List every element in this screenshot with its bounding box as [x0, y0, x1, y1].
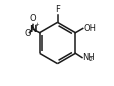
Text: OH: OH [82, 24, 95, 33]
Text: N: N [28, 25, 36, 34]
Text: +: + [34, 22, 39, 27]
Text: F: F [55, 5, 59, 14]
Text: O: O [30, 14, 36, 23]
Text: NH: NH [82, 53, 94, 62]
Text: 2: 2 [87, 57, 91, 62]
Text: -: - [30, 28, 31, 33]
Text: O: O [24, 29, 31, 38]
